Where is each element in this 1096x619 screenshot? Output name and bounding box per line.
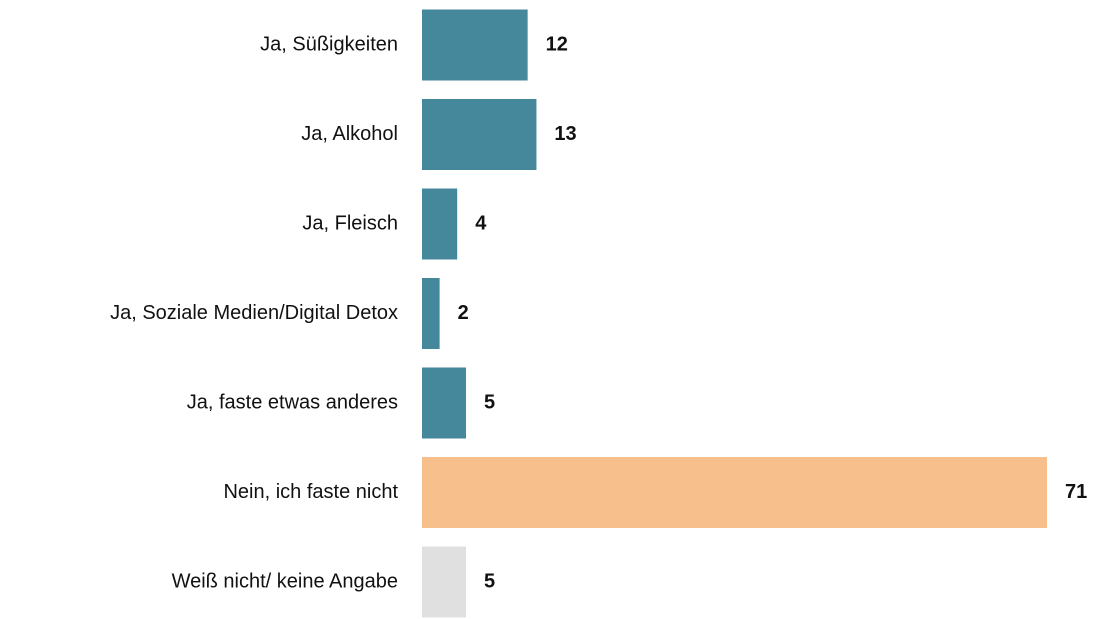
bar — [422, 9, 528, 81]
value-label: 13 — [554, 123, 576, 145]
category-label: Ja, Alkohol — [301, 123, 398, 145]
bar — [422, 188, 458, 260]
bar — [422, 546, 467, 618]
category-label: Ja, faste etwas anderes — [187, 391, 398, 413]
value-label: 2 — [458, 302, 469, 324]
bar — [422, 99, 537, 170]
category-label: Ja, Soziale Medien/Digital Detox — [110, 302, 398, 324]
category-label: Ja, Fleisch — [302, 212, 398, 234]
category-label: Nein, ich faste nicht — [223, 481, 398, 503]
value-label: 5 — [484, 391, 495, 413]
bar — [422, 367, 467, 439]
bar — [422, 457, 1047, 528]
value-label: 71 — [1065, 481, 1087, 503]
value-label: 4 — [475, 212, 487, 234]
value-label: 5 — [484, 570, 495, 592]
bar — [422, 278, 440, 349]
category-label: Weiß nicht/ keine Angabe — [172, 570, 398, 592]
value-label: 12 — [546, 33, 568, 55]
category-label: Ja, Süßigkeiten — [260, 33, 398, 55]
